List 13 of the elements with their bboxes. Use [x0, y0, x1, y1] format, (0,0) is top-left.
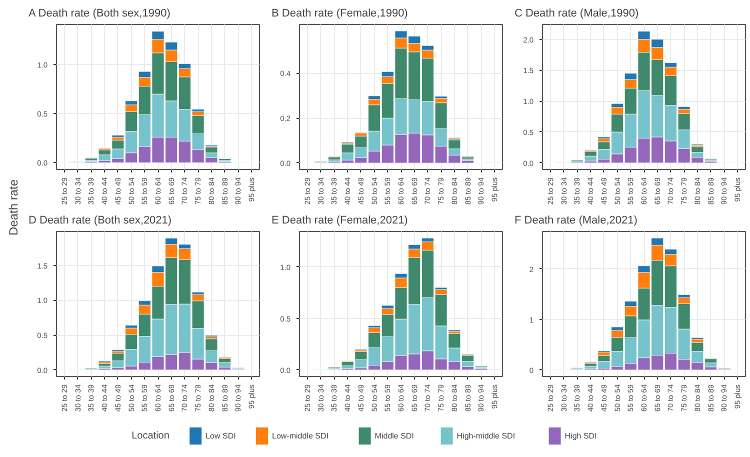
legend-label: Low SDI — [206, 432, 236, 440]
legend-label: High SDI — [564, 432, 597, 440]
legend-title: Location — [132, 430, 170, 442]
legend-label: Low-middle SDI — [272, 432, 328, 440]
chart-title: F Death rate (Male,2021) — [514, 214, 638, 226]
chart-title: C Death rate (Male,1990) — [514, 8, 639, 20]
legend-label: High-middle SDI — [456, 432, 516, 440]
chart-title: A Death rate (Both sex,1990) — [28, 8, 170, 20]
chart-title: E Death rate (Female,2021) — [272, 214, 408, 226]
chart-title: D Death rate (Both sex,2021) — [28, 214, 172, 226]
chart-title: B Death rate (Female,1990) — [272, 8, 408, 20]
y-axis-title: Death rate — [6, 179, 21, 236]
legend-label: Middle SDI — [374, 432, 414, 440]
